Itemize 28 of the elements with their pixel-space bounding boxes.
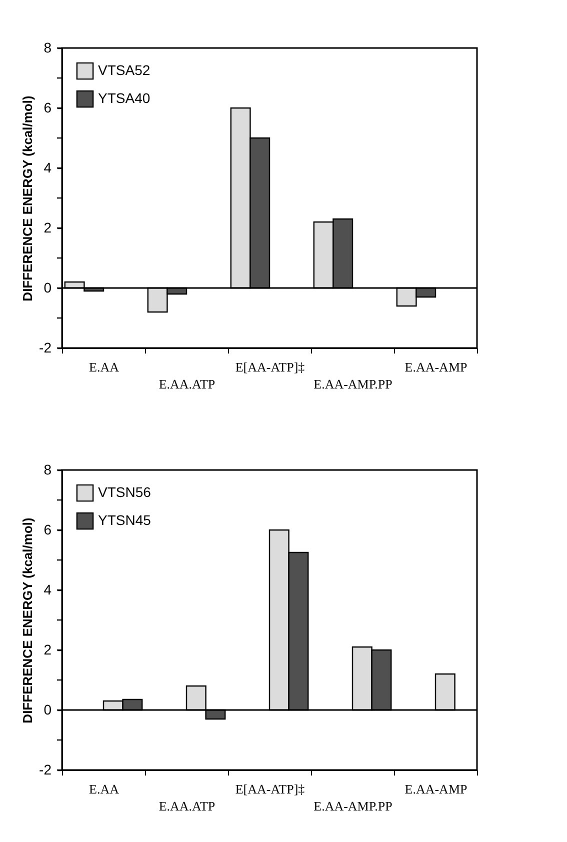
x-tick-label: E.AA.ATP bbox=[158, 376, 216, 392]
x-tick-label: E.AA-AMP bbox=[404, 782, 468, 796]
x-tick-label: E.AA bbox=[89, 360, 120, 374]
legend-label: YTSA40 bbox=[98, 90, 150, 106]
y-axis-title: DIFFERENCE ENERGY (kcal/mol) bbox=[20, 96, 36, 302]
x-tick-label: E[AA-ATP]‡ bbox=[235, 360, 306, 374]
y-tick-label: 0 bbox=[44, 702, 52, 718]
y-tick-label: 6 bbox=[44, 522, 52, 538]
x-tick-label: E.AA bbox=[89, 782, 120, 796]
y-tick-label: 2 bbox=[44, 220, 52, 236]
x-tick-label: E.AA-AMP.PP bbox=[314, 376, 392, 392]
x-tick-label: E.AA-AMP.PP bbox=[314, 798, 392, 814]
y-tick-label: -2 bbox=[39, 340, 52, 356]
x-tick-label: E[AA-ATP]‡ bbox=[235, 782, 306, 796]
y-tick-label: 8 bbox=[44, 462, 52, 478]
y-axis-title: DIFFERENCE ENERGY (kcal/mol) bbox=[20, 518, 36, 724]
legend-label: VTSA52 bbox=[98, 62, 150, 78]
y-tick-label: 2 bbox=[44, 642, 52, 658]
y-tick-label: 0 bbox=[44, 280, 52, 296]
y-tick-label: 6 bbox=[44, 100, 52, 116]
x-tick-label: E.AA.ATP bbox=[158, 798, 216, 814]
y-tick-label: 4 bbox=[44, 160, 52, 176]
y-tick-label: 8 bbox=[44, 40, 52, 56]
y-tick-label: 4 bbox=[44, 582, 52, 598]
legend-label: YTSN45 bbox=[98, 512, 152, 528]
legend-label: VTSN56 bbox=[98, 484, 152, 500]
x-tick-label: E.AA-AMP bbox=[404, 360, 468, 374]
y-tick-label: -2 bbox=[39, 762, 52, 778]
